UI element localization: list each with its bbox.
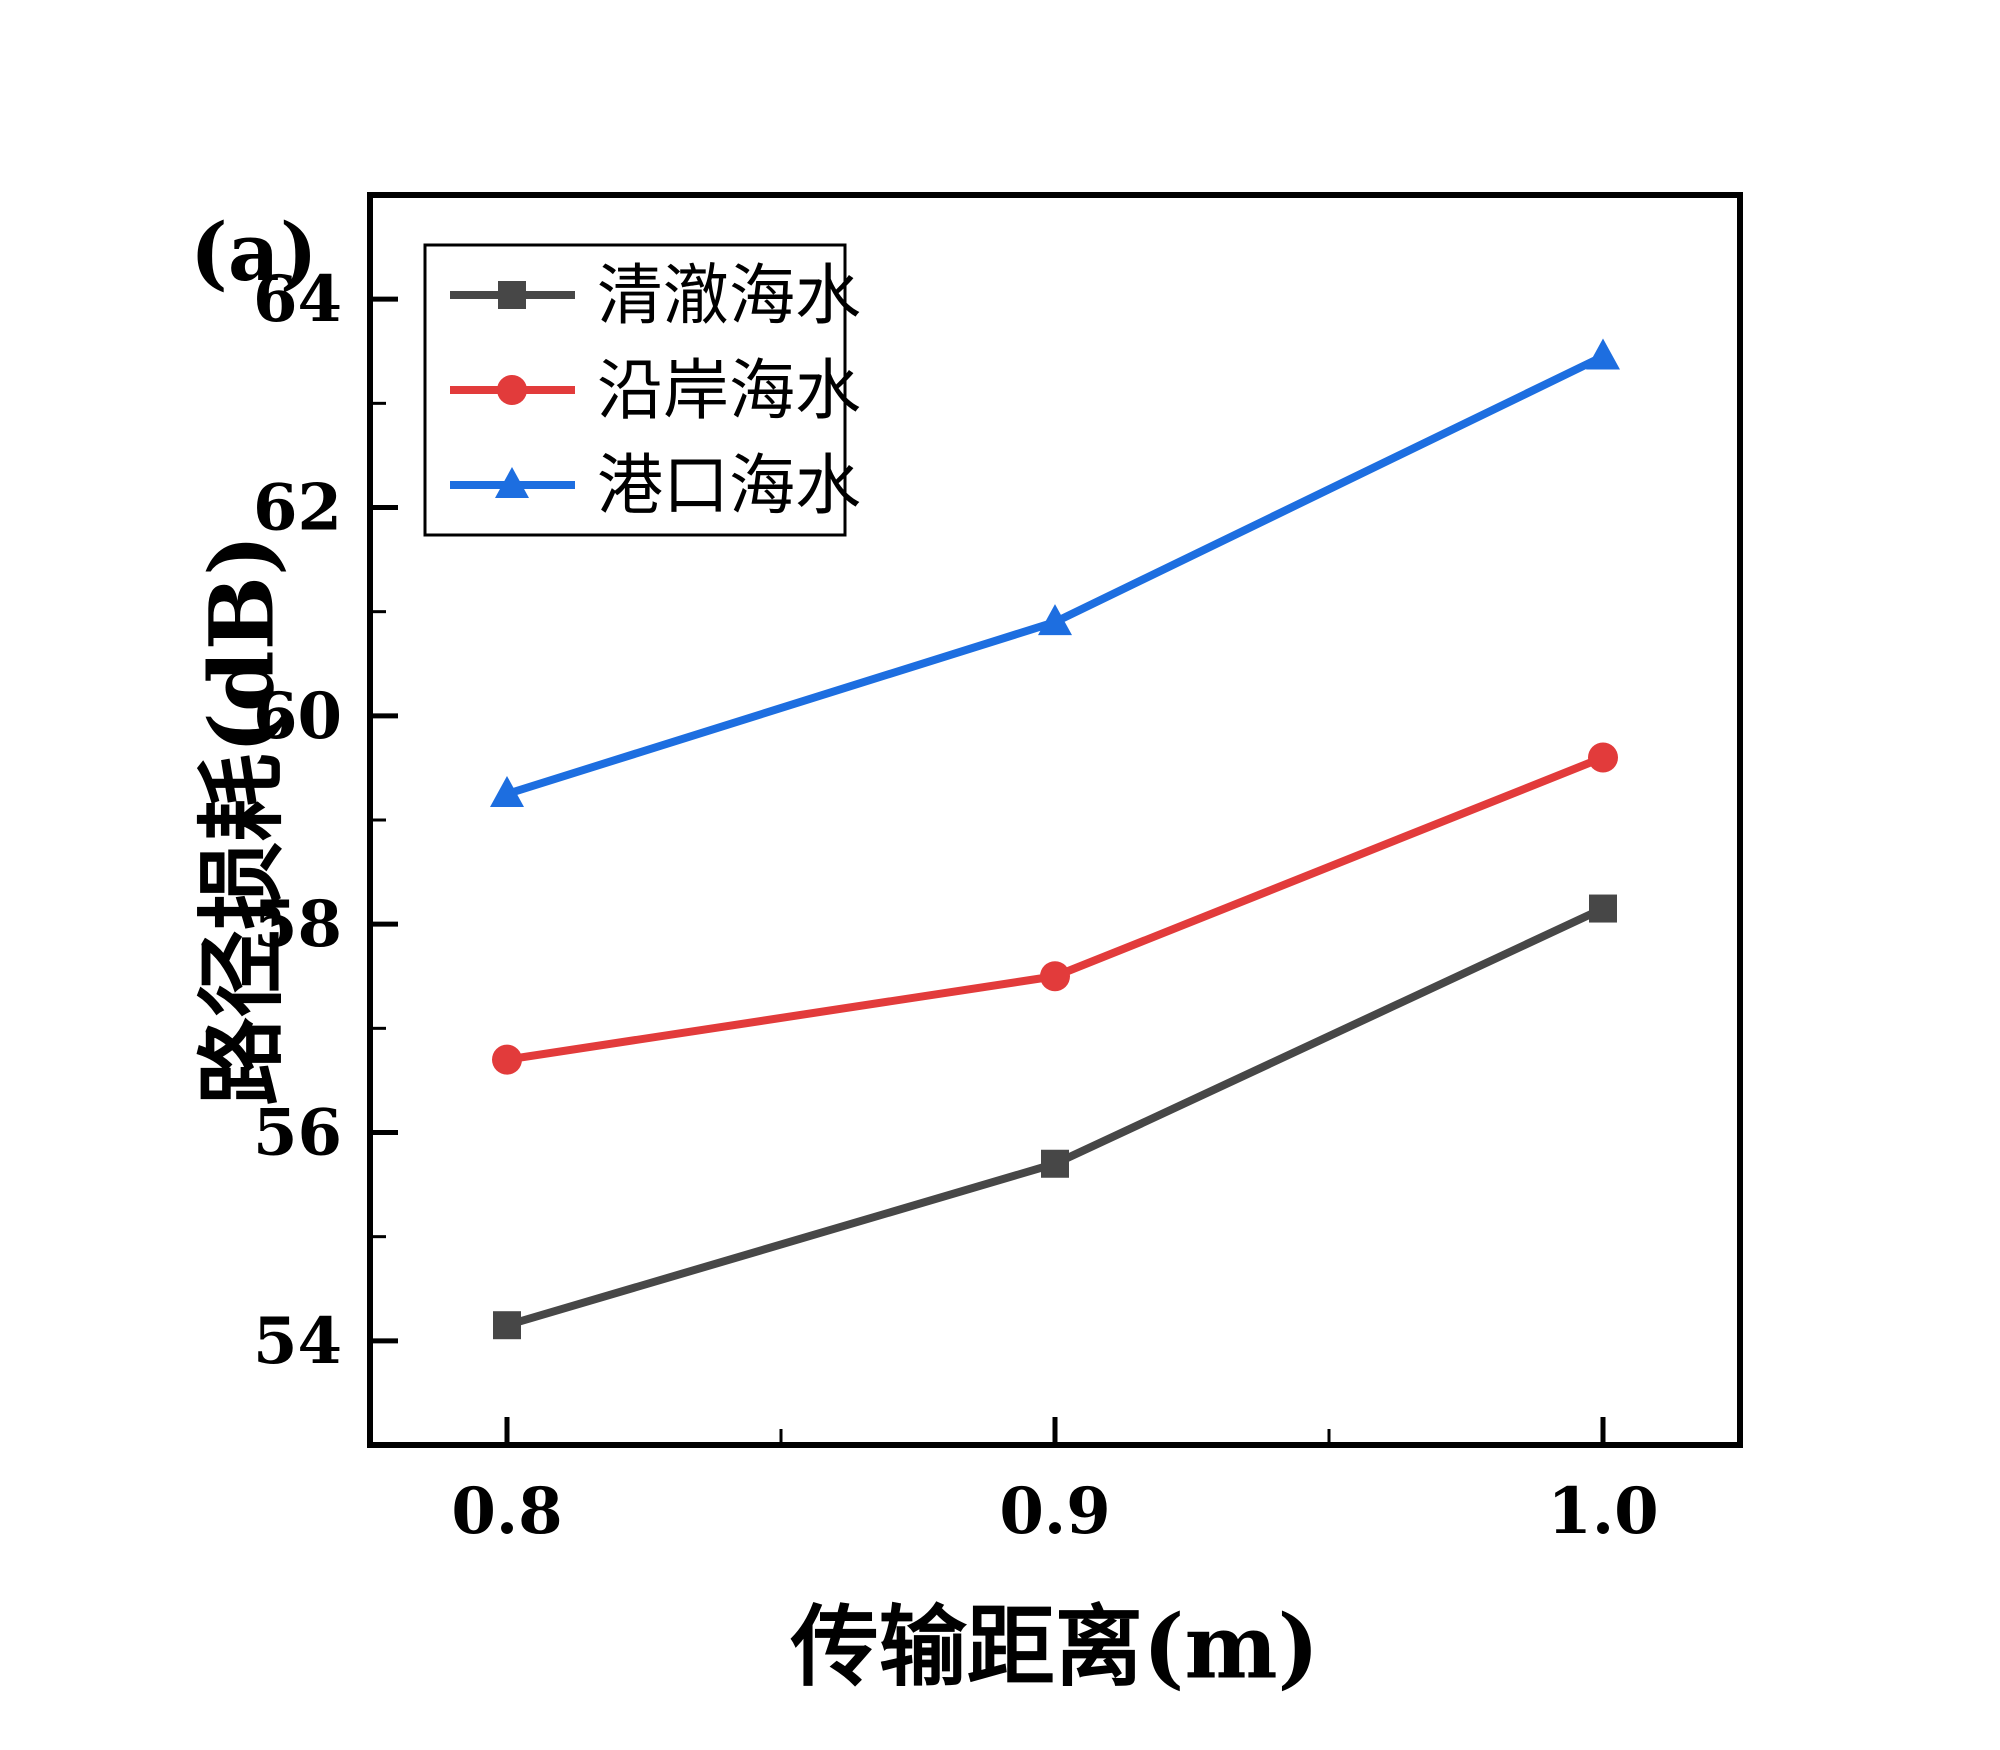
legend-circle-marker (497, 375, 527, 405)
y-tick-label: 58 (253, 887, 342, 962)
series-2-circle-marker (1588, 742, 1618, 773)
legend-triangle-marker (495, 467, 529, 498)
y-tick-label: 62 (253, 471, 342, 546)
series-line-2 (503, 753, 1607, 1064)
legend-label: 清澈海水 (597, 257, 861, 334)
legend-label: 港口海水 (597, 447, 861, 524)
x-tick-label: 0.8 (451, 1474, 562, 1549)
legend-square-marker (498, 281, 526, 309)
series-3-triangle-marker (490, 775, 524, 807)
x-tick-label: 1.0 (1547, 1474, 1658, 1549)
series-2-circle-marker (492, 1044, 522, 1075)
y-axis-label: 路径损耗(dB) (189, 534, 294, 1106)
series-3-triangle-marker (1586, 338, 1620, 370)
series-1-square-marker (1041, 1149, 1069, 1178)
y-tick-label: 56 (253, 1096, 342, 1171)
y-tick-label: 60 (253, 679, 342, 754)
panel-label: (a) (190, 205, 318, 299)
series-2-circle-marker (1040, 961, 1070, 992)
series-1-square-marker (1589, 894, 1617, 923)
series-1-square-marker (493, 1311, 521, 1340)
series-3-triangle-marker (1038, 604, 1072, 636)
y-tick-label: 54 (253, 1304, 342, 1379)
y-tick-label: 64 (253, 262, 342, 337)
x-tick-label: 0.9 (999, 1474, 1110, 1549)
legend-label: 沿岸海水 (597, 352, 861, 429)
x-axis-label: 传输距离(m) (790, 1594, 1320, 1699)
